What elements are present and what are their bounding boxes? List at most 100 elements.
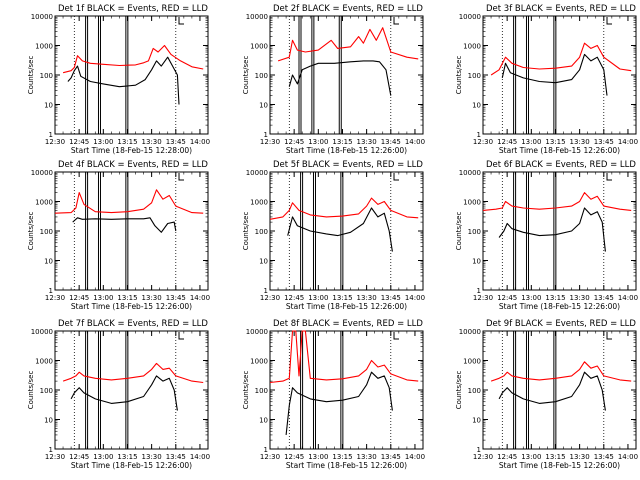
y-tick-label: 100: [255, 72, 268, 80]
y-tick-label: 1000: [463, 199, 481, 207]
x-tick-label: 13:00: [521, 453, 541, 461]
y-tick-label: 10: [259, 417, 268, 425]
x-tick-label: 14:00: [405, 138, 425, 146]
chart-panel-2: Det 2f BLACK = Events, RED = LLD 1 10 100 10…: [242, 4, 425, 155]
x-tick-label: 13:45: [381, 138, 401, 146]
x-axis-label: Start Time (18-Feb-15 12:26:00): [71, 302, 192, 311]
plot-frame: [54, 171, 209, 291]
x-tick-label: 14:00: [190, 294, 210, 302]
y-axis-label: Counts/sec: [27, 212, 35, 251]
x-axis-label: Start Time (18-Feb-15 12:26:00): [286, 146, 407, 155]
time-marker: [393, 332, 400, 340]
y-tick-label: 10: [44, 102, 53, 110]
x-tick-label: 13:15: [117, 294, 137, 302]
y-tick-label: 1: [477, 287, 481, 295]
y-tick-label: 1: [49, 446, 53, 454]
x-tick-label: 12:45: [69, 294, 89, 302]
x-tick-label: 13:30: [570, 294, 590, 302]
x-tick-label: 13:15: [332, 453, 352, 461]
plot-frame: [269, 171, 424, 291]
y-axis-label: Counts/sec: [455, 371, 463, 410]
series-lld-line: [62, 362, 204, 384]
y-tick-label: 10000: [246, 169, 268, 177]
series-events-line: [498, 207, 606, 252]
y-tick-label: 1: [49, 131, 53, 139]
y-tick-label: 100: [40, 228, 53, 236]
y-tick-label: 10000: [459, 328, 481, 336]
y-tick-label: 1000: [250, 43, 268, 51]
y-axis-label: Counts/sec: [455, 56, 463, 95]
y-tick-label: 1000: [463, 43, 481, 51]
x-tick-label: 13:30: [142, 138, 162, 146]
x-tick-label: 12:30: [260, 294, 280, 302]
x-tick-label: 12:45: [497, 294, 517, 302]
chart-title: Det 9f BLACK = Events, RED = LLD: [486, 319, 636, 329]
plot-frame: [269, 330, 424, 450]
time-marker: [393, 173, 400, 181]
x-axis-label: Start Time (18-Feb-15 12:28:00): [71, 146, 192, 155]
x-tick-label: 13:00: [93, 138, 113, 146]
y-axis-label: Counts/sec: [27, 56, 35, 95]
y-axis-label: Counts/sec: [27, 371, 35, 410]
y-tick-label: 1000: [35, 358, 53, 366]
x-tick-label: 13:30: [570, 138, 590, 146]
x-tick-label: 12:30: [45, 138, 65, 146]
x-tick-label: 12:45: [284, 138, 304, 146]
time-marker: [178, 17, 185, 25]
y-tick-label: 100: [40, 387, 53, 395]
x-axis-label: Start Time (18-Feb-15 12:26:00): [286, 461, 407, 470]
series-lld-line: [482, 192, 632, 211]
x-tick-label: 14:00: [618, 294, 638, 302]
x-tick-label: 12:30: [260, 453, 280, 461]
y-tick-label: 10: [44, 417, 53, 425]
x-tick-label: 13:15: [117, 453, 137, 461]
chart-panel-7: Det 7f BLACK = Events, RED = LLD 1 10 100 10…: [27, 319, 210, 470]
plot-frame: [482, 171, 637, 291]
x-tick-label: 13:15: [545, 138, 565, 146]
x-tick-label: 13:00: [308, 453, 328, 461]
y-axis-label: Counts/sec: [242, 371, 250, 410]
x-tick-label: 13:15: [545, 294, 565, 302]
x-axis-label: Start Time (18-Feb-15 12:26:00): [499, 302, 620, 311]
x-tick-label: 12:30: [473, 453, 493, 461]
time-marker: [178, 173, 185, 181]
y-tick-label: 10000: [31, 13, 53, 21]
x-tick-label: 13:00: [308, 138, 328, 146]
y-tick-label: 10000: [31, 328, 53, 336]
y-tick-label: 10000: [246, 13, 268, 21]
x-tick-label: 13:15: [332, 294, 352, 302]
x-tick-label: 13:30: [357, 138, 377, 146]
x-tick-label: 12:45: [497, 453, 517, 461]
y-tick-label: 100: [468, 228, 481, 236]
x-tick-label: 13:00: [93, 453, 113, 461]
series-lld-line: [490, 42, 632, 76]
x-axis-label: Start Time (18-Feb-15 12:26:00): [499, 461, 620, 470]
x-axis-label: Start Time (18-Feb-15 12:26:00): [286, 302, 407, 311]
x-tick-label: 13:45: [381, 294, 401, 302]
x-tick-label: 12:45: [284, 294, 304, 302]
time-marker: [606, 173, 613, 181]
chart-panel-3: Det 3f BLACK = Events, RED = LLD 1 10 100 10…: [455, 4, 638, 155]
time-marker: [606, 332, 613, 340]
x-tick-label: 12:45: [284, 453, 304, 461]
y-axis-label: Counts/sec: [242, 56, 250, 95]
chart-panel-9: Det 9f BLACK = Events, RED = LLD 1 10 100 10…: [455, 319, 638, 470]
x-tick-label: 14:00: [405, 453, 425, 461]
series-lld-line: [54, 189, 204, 214]
x-tick-label: 13:45: [166, 138, 186, 146]
x-tick-label: 13:45: [381, 453, 401, 461]
y-tick-label: 1: [264, 446, 268, 454]
y-tick-label: 100: [255, 228, 268, 236]
x-axis-label: Start Time (18-Feb-15 12:26:00): [71, 461, 192, 470]
y-tick-label: 100: [468, 387, 481, 395]
y-tick-label: 10000: [459, 169, 481, 177]
chart-panel-6: Det 6f BLACK = Events, RED = LLD 1 10 100 10…: [455, 160, 638, 311]
x-tick-label: 13:30: [570, 453, 590, 461]
y-tick-label: 10: [472, 258, 481, 266]
chart-title: Det 7f BLACK = Events, RED = LLD: [58, 319, 208, 329]
x-tick-label: 13:45: [594, 294, 614, 302]
y-axis-label: Counts/sec: [242, 212, 250, 251]
x-tick-label: 12:30: [473, 294, 493, 302]
x-tick-label: 13:30: [142, 294, 162, 302]
x-axis-label: Start Time (18-Feb-15 12:26:00): [499, 146, 620, 155]
